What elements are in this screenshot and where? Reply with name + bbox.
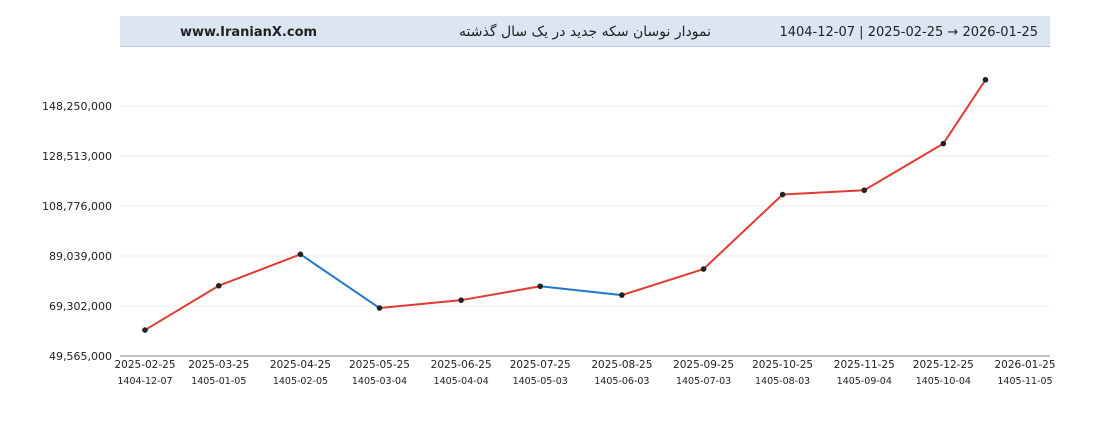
data-point bbox=[215, 282, 222, 289]
data-point bbox=[376, 305, 383, 311]
series-segment bbox=[863, 142, 945, 192]
x-tick-shamsi-label: 1405-02-05 bbox=[273, 376, 328, 387]
x-tick-label: 2025-09-25 bbox=[673, 359, 734, 371]
data-point bbox=[142, 327, 148, 333]
x-tick-shamsi-label: 1405-06-03 bbox=[594, 376, 649, 387]
x-tick-label: 2025-07-25 bbox=[510, 359, 571, 371]
data-point bbox=[458, 297, 464, 303]
series-segment bbox=[781, 189, 866, 196]
x-tick-label: 2025-06-25 bbox=[431, 359, 492, 371]
series-segment bbox=[460, 285, 542, 302]
y-tick-label: 148,250,000 bbox=[42, 100, 112, 113]
range-separator: | bbox=[859, 25, 864, 40]
range-end: 2026-01-25 bbox=[962, 25, 1038, 40]
series-segment bbox=[702, 193, 784, 271]
x-tick-label: 2025-04-25 bbox=[270, 359, 331, 371]
x-tick-shamsi-label: 1405-10-04 bbox=[916, 376, 971, 387]
data-point bbox=[779, 191, 786, 198]
series-segment bbox=[144, 284, 220, 332]
x-tick-label: 2025-02-25 bbox=[114, 359, 175, 371]
series-segment bbox=[217, 253, 302, 287]
series-segment bbox=[942, 78, 987, 145]
x-tick-shamsi-label: 1405-08-03 bbox=[755, 376, 810, 387]
y-tick-label: 128,513,000 bbox=[42, 150, 112, 163]
x-tick-label: 2025-10-25 bbox=[752, 359, 813, 371]
date-range: 1404-12-07 | 2025-02-25 → 2026-01-25 bbox=[779, 25, 1038, 40]
range-shamsi: 1404-12-07 bbox=[779, 25, 856, 40]
x-tick-label: 2025-11-25 bbox=[834, 359, 895, 371]
x-tick-label: 2026-01-25 bbox=[994, 359, 1055, 371]
series-segment bbox=[620, 268, 705, 297]
x-tick-label: 2025-05-25 bbox=[349, 359, 410, 371]
x-tick-label: 2025-03-25 bbox=[188, 359, 249, 371]
x-tick-label: 2025-12-25 bbox=[913, 359, 974, 371]
x-tick-shamsi-label: 1405-09-04 bbox=[837, 376, 892, 387]
series-segment bbox=[299, 253, 381, 310]
series-segment bbox=[378, 299, 463, 310]
range-start: 2025-02-25 bbox=[867, 25, 944, 40]
range-arrow: → bbox=[947, 25, 959, 40]
x-tick-shamsi-label: 1405-07-03 bbox=[676, 376, 731, 387]
data-point bbox=[940, 140, 947, 147]
x-tick-label: 2025-08-25 bbox=[591, 359, 652, 371]
site-name: www.IranianX.com bbox=[180, 25, 318, 40]
x-tick-shamsi-label: 1404-12-07 bbox=[117, 376, 172, 387]
y-tick-label: 108,776,000 bbox=[42, 200, 112, 213]
data-point bbox=[982, 76, 989, 83]
y-tick-label: 89,039,000 bbox=[49, 250, 112, 263]
y-tick-label: 69,302,000 bbox=[49, 300, 112, 313]
x-tick-shamsi-label: 1405-05-03 bbox=[513, 376, 568, 387]
data-point bbox=[700, 266, 707, 272]
x-tick-shamsi-label: 1405-11-05 bbox=[997, 376, 1052, 387]
series-segment bbox=[539, 285, 623, 297]
x-tick-shamsi-label: 1405-01-05 bbox=[191, 376, 246, 387]
x-tick-shamsi-label: 1405-04-04 bbox=[434, 376, 489, 387]
chart-title: نمودار نوسان سکه جدید در یک سال گذشته bbox=[459, 24, 711, 40]
chart-header: www.IranianX.com نمودار نوسان سکه جدید د… bbox=[120, 16, 1050, 47]
data-point bbox=[297, 251, 304, 258]
data-point bbox=[537, 283, 544, 290]
x-tick-shamsi-label: 1405-03-04 bbox=[352, 376, 407, 387]
data-point bbox=[619, 292, 625, 298]
y-tick-label: 49,565,000 bbox=[49, 350, 112, 363]
data-point bbox=[861, 187, 868, 194]
